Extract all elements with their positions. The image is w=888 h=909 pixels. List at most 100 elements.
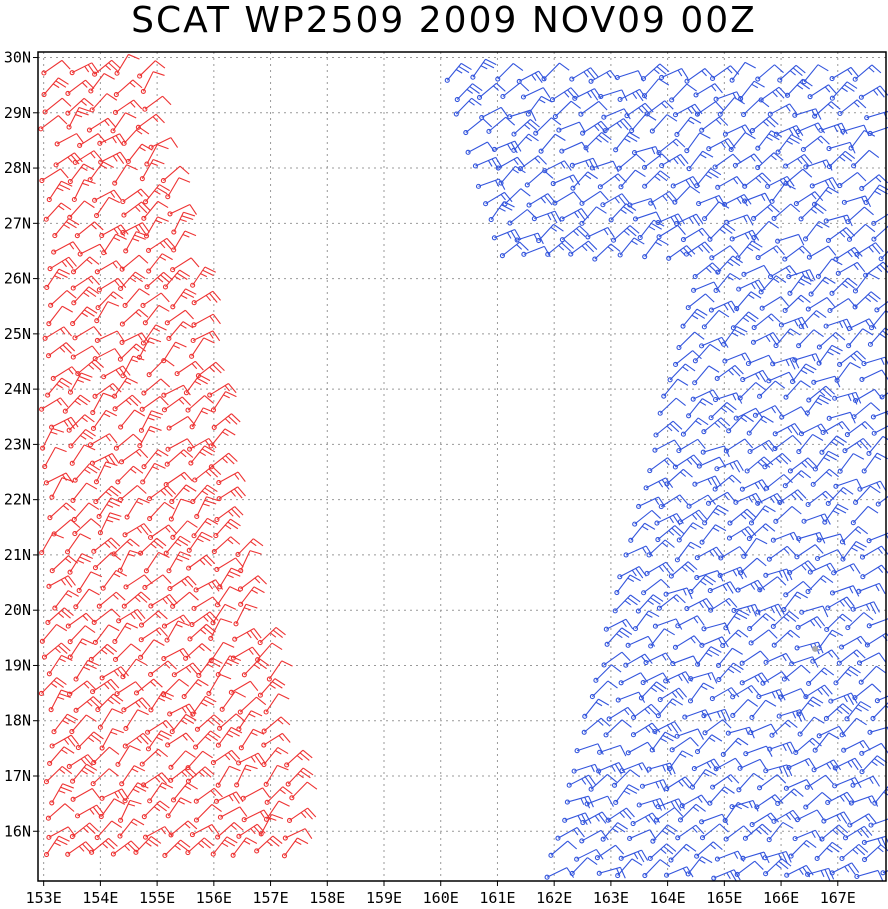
wind-barb — [191, 517, 219, 539]
wind-barb — [122, 523, 152, 538]
wind-barb — [861, 452, 888, 474]
x-tick-label: 160E — [423, 889, 459, 907]
wind-barb — [781, 664, 811, 682]
wind-barb — [746, 523, 776, 542]
wind-barb — [189, 337, 215, 359]
wind-barb — [837, 99, 867, 117]
wind-barb — [786, 269, 816, 282]
wind-barb — [66, 754, 97, 769]
wind-barb — [38, 677, 67, 697]
wind-barb — [685, 293, 715, 311]
wind-barb — [117, 343, 147, 362]
wind-barb — [46, 654, 73, 677]
wind-barb — [632, 610, 660, 632]
flagged-point — [812, 645, 819, 652]
wind-barb — [805, 575, 834, 595]
wind-barb — [123, 709, 149, 732]
wind-barb — [146, 253, 173, 274]
wind-barb — [141, 378, 171, 396]
x-tick-label: 155E — [139, 889, 175, 907]
wind-barb — [38, 115, 68, 132]
wind-barb — [764, 474, 793, 491]
wind-barb — [641, 78, 670, 99]
wind-barb — [181, 678, 209, 700]
wind-barb — [95, 693, 124, 713]
wind-barb — [787, 560, 817, 576]
wind-barb — [680, 227, 711, 243]
wind-barb — [816, 344, 843, 366]
wind-barb — [640, 672, 671, 686]
wind-barb — [616, 153, 646, 171]
wind-barb — [694, 841, 723, 859]
wind-barb — [533, 117, 562, 136]
wind-barb — [859, 174, 888, 191]
wind-barb — [856, 652, 887, 666]
wind-barb — [784, 78, 813, 98]
wind-barb — [777, 64, 806, 83]
wind-barb — [116, 608, 146, 624]
wind-barb — [735, 579, 766, 593]
wind-barb — [664, 468, 693, 487]
wind-barb — [232, 628, 262, 642]
wind-barb — [755, 603, 785, 617]
wind-barb — [800, 135, 830, 153]
wind-barb — [112, 394, 142, 412]
wind-barb — [118, 799, 142, 823]
wind-barb — [559, 141, 589, 154]
wind-barb — [601, 651, 631, 668]
wind-barb — [234, 764, 258, 788]
wind-barb — [96, 277, 127, 293]
wind-barb — [858, 85, 888, 100]
wind-barb — [793, 191, 824, 207]
wind-barb — [655, 213, 686, 226]
wind-barb — [161, 341, 187, 364]
wind-barb — [683, 241, 714, 257]
wind-barb — [842, 437, 872, 454]
wind-barb — [828, 692, 858, 706]
wind-barb — [261, 732, 291, 748]
wind-barb — [67, 372, 93, 395]
wind-barb — [112, 622, 138, 645]
wind-barb — [208, 618, 233, 641]
wind-barb — [141, 200, 169, 221]
wind-barb — [658, 494, 689, 510]
wind-barb — [715, 176, 745, 190]
wind-barb — [712, 153, 742, 170]
wind-barb — [141, 772, 171, 788]
wind-barb — [730, 699, 759, 719]
wind-barb — [853, 388, 883, 404]
wind-barb — [649, 114, 678, 134]
wind-barb — [285, 767, 314, 787]
wind-barb — [857, 480, 887, 492]
wind-barb — [215, 765, 241, 788]
wind-barb — [120, 188, 150, 205]
wind-barb — [770, 610, 800, 629]
wind-barb — [772, 434, 802, 452]
wind-barb — [852, 683, 882, 701]
wind-barb — [688, 574, 716, 595]
wind-barb — [686, 398, 713, 419]
wind-barb — [121, 591, 151, 609]
wind-barb — [668, 561, 698, 579]
y-tick-label: 20N — [4, 601, 31, 619]
wind-barb — [42, 446, 67, 470]
wind-barb — [848, 129, 876, 151]
wind-barb — [819, 824, 849, 842]
wind-barb — [511, 133, 539, 153]
y-tick-label: 30N — [4, 49, 31, 67]
wind-barb — [143, 551, 170, 574]
wind-barb — [829, 585, 860, 597]
wind-barb — [67, 200, 95, 220]
wind-barb — [829, 862, 860, 876]
wind-barb — [642, 238, 669, 260]
wind-barb — [195, 361, 225, 379]
wind-barb — [67, 680, 97, 697]
wind-barb — [92, 624, 120, 645]
wind-barb — [803, 684, 833, 700]
wind-barb — [216, 486, 246, 502]
wind-barb — [763, 652, 793, 665]
wind-barb — [696, 194, 726, 207]
wind-barb — [623, 545, 654, 558]
wind-barb — [507, 109, 537, 122]
